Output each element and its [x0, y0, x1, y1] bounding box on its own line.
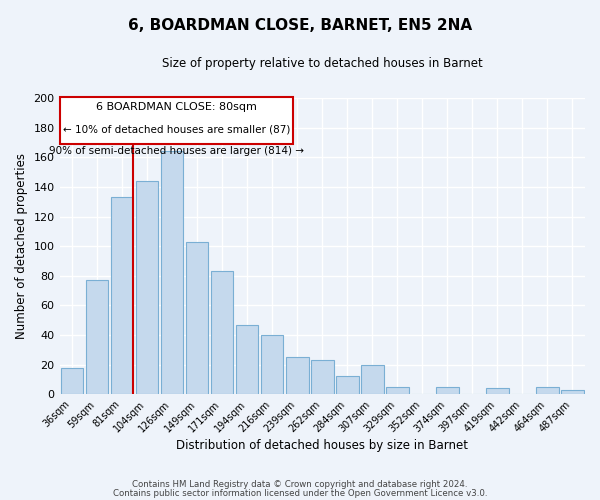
Text: ← 10% of detached houses are smaller (87): ← 10% of detached houses are smaller (87… [63, 124, 290, 134]
Bar [61, 368, 83, 394]
Bar [436, 387, 458, 394]
Bar [561, 390, 584, 394]
Title: Size of property relative to detached houses in Barnet: Size of property relative to detached ho… [162, 58, 482, 70]
Bar [211, 272, 233, 394]
Bar [111, 198, 133, 394]
Bar [161, 152, 184, 394]
Bar [311, 360, 334, 394]
Bar [186, 242, 208, 394]
Bar [286, 357, 308, 394]
Bar [136, 181, 158, 394]
Bar [236, 324, 259, 394]
Bar [86, 280, 109, 394]
Bar [536, 387, 559, 394]
FancyBboxPatch shape [59, 96, 293, 144]
Bar [386, 387, 409, 394]
X-axis label: Distribution of detached houses by size in Barnet: Distribution of detached houses by size … [176, 440, 468, 452]
Text: Contains public sector information licensed under the Open Government Licence v3: Contains public sector information licen… [113, 489, 487, 498]
Text: 90% of semi-detached houses are larger (814) →: 90% of semi-detached houses are larger (… [49, 146, 304, 156]
Text: 6 BOARDMAN CLOSE: 80sqm: 6 BOARDMAN CLOSE: 80sqm [96, 102, 257, 112]
Text: 6, BOARDMAN CLOSE, BARNET, EN5 2NA: 6, BOARDMAN CLOSE, BARNET, EN5 2NA [128, 18, 472, 32]
Y-axis label: Number of detached properties: Number of detached properties [15, 153, 28, 339]
Bar [361, 364, 383, 394]
Bar [486, 388, 509, 394]
Bar [336, 376, 359, 394]
Bar [261, 335, 283, 394]
Text: Contains HM Land Registry data © Crown copyright and database right 2024.: Contains HM Land Registry data © Crown c… [132, 480, 468, 489]
